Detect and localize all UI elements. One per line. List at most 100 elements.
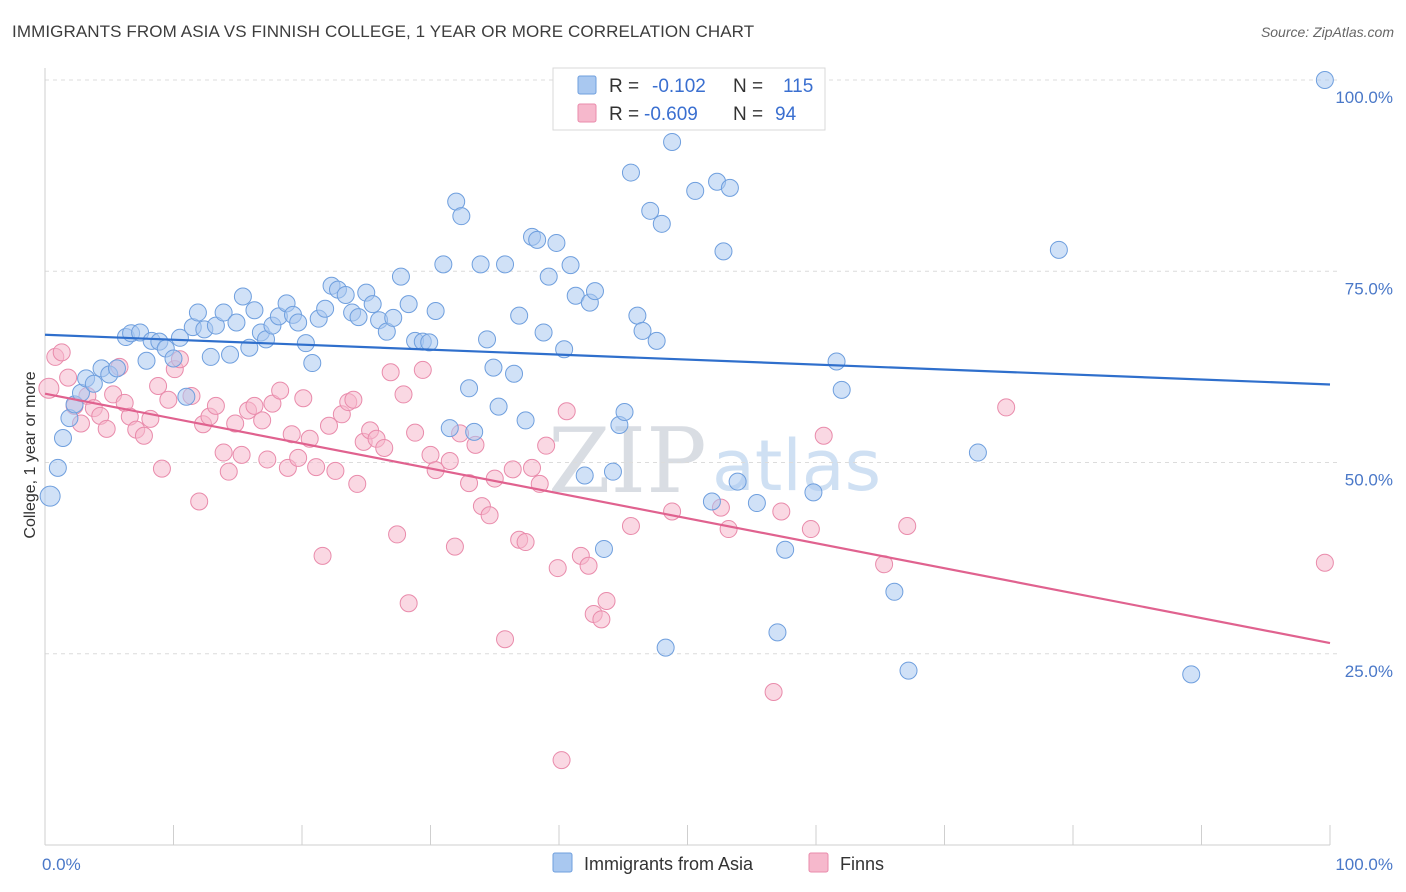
asia-point	[652, 214, 671, 233]
asia-point	[1315, 71, 1334, 89]
y-tick-labels: 100.0% 75.0% 50.0% 25.0%	[1335, 88, 1393, 681]
asia-point	[137, 351, 156, 370]
asia-point	[686, 181, 705, 200]
finns-point	[503, 460, 522, 479]
asia-point	[188, 303, 207, 322]
asia-point	[452, 207, 471, 226]
finns-point	[394, 385, 413, 404]
finns-point	[388, 525, 407, 544]
finns-point	[375, 438, 394, 457]
finns-point	[814, 426, 833, 445]
finns-point	[344, 390, 363, 409]
finns-point	[152, 459, 171, 478]
finns-point	[406, 423, 425, 442]
asia-point	[399, 295, 418, 314]
asia-point	[420, 333, 439, 352]
bottom-legend: Immigrants from Asia Finns	[552, 852, 884, 874]
legend-r-value-finns: -0.609	[644, 104, 698, 125]
finns-point	[557, 402, 576, 421]
finns-point	[206, 396, 225, 415]
asia-point	[316, 299, 335, 318]
asia-point	[505, 364, 524, 383]
asia-point	[349, 308, 368, 327]
finns-point	[381, 363, 400, 382]
asia-point	[289, 313, 308, 332]
y-tick-label: 75.0%	[1345, 279, 1393, 298]
finns-point	[537, 436, 556, 455]
asia-point	[555, 340, 574, 359]
finns-point	[719, 520, 738, 539]
legend-frame	[552, 67, 826, 131]
legend-n-value-finns: 94	[775, 104, 797, 125]
finns-point	[421, 445, 440, 464]
asia-point	[489, 397, 508, 416]
finns-point	[52, 343, 71, 362]
asia-point	[221, 345, 240, 364]
finns-point	[159, 390, 178, 409]
asia-point	[633, 321, 652, 340]
asia-point	[615, 403, 634, 422]
bottom-legend-finns: Finns	[840, 854, 884, 874]
asia-point	[663, 132, 682, 151]
finns-point	[326, 461, 345, 480]
finns-point	[1315, 553, 1334, 572]
asia-point	[48, 458, 67, 477]
asia-point	[539, 267, 558, 286]
asia-point	[702, 492, 721, 511]
finns-point	[801, 520, 820, 539]
asia-point	[528, 230, 547, 249]
finns-point	[516, 533, 535, 552]
bottom-legend-swatch-finns	[808, 852, 829, 873]
asia-point	[621, 163, 640, 182]
asia-point	[720, 178, 739, 197]
finns-point	[313, 546, 332, 565]
legend-n-label-asia: N =	[733, 76, 763, 97]
asia-point	[201, 347, 220, 366]
legend-n-value-asia: 115	[783, 76, 813, 97]
x-tick-label: 0.0%	[42, 855, 81, 874]
asia-point	[885, 582, 904, 601]
finns-point	[552, 751, 571, 770]
asia-point	[647, 331, 666, 350]
asia-point	[465, 422, 484, 441]
asia-point	[440, 419, 459, 438]
asia-point	[484, 358, 503, 377]
finns-point	[597, 591, 616, 610]
finns-point	[548, 559, 567, 578]
legend-r-label-asia: R =	[609, 76, 639, 97]
asia-point	[804, 483, 823, 502]
finns-point	[445, 537, 464, 556]
source-label: Source: ZipAtlas.com	[1260, 24, 1394, 40]
legend-n-label-finns: N =	[733, 104, 763, 125]
legend-r-value-asia: -0.102	[652, 76, 706, 97]
y-axis-label: College, 1 year or more	[22, 371, 39, 538]
asia-point	[214, 303, 233, 322]
asia-point	[547, 233, 566, 252]
asia-point	[245, 301, 264, 320]
finns-point	[592, 610, 611, 629]
finns-point	[134, 426, 153, 445]
asia-point	[460, 379, 479, 398]
finns-point	[294, 389, 313, 408]
finns-point	[219, 462, 238, 481]
asia-point	[1182, 665, 1201, 684]
finns-point	[480, 506, 499, 525]
finns-point	[271, 381, 290, 400]
finns-point	[59, 368, 78, 387]
finns-point	[300, 429, 319, 448]
legend-box: R = -0.102 N = 115 R = -0.609 N = 94	[552, 67, 826, 131]
finns-point	[38, 377, 60, 399]
finns-point	[898, 516, 917, 535]
asia-point	[510, 306, 529, 325]
asia-point	[603, 462, 622, 481]
finns-point	[997, 398, 1016, 417]
y-tick-label: 25.0%	[1345, 662, 1393, 681]
asia-point	[39, 485, 61, 507]
asia-point	[899, 661, 918, 680]
asia-point	[594, 539, 613, 558]
finns-point	[245, 396, 264, 415]
y-tick-label: 100.0%	[1335, 88, 1393, 107]
bottom-legend-asia: Immigrants from Asia	[584, 854, 754, 874]
legend-swatch-asia	[577, 75, 597, 95]
